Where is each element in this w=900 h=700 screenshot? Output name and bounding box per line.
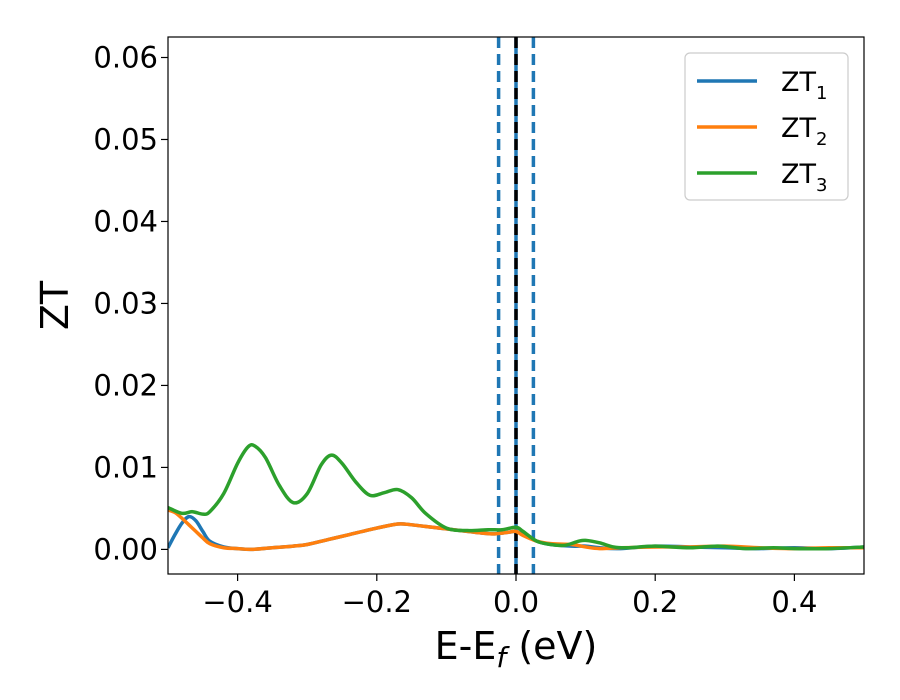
y-axis-ticks: 0.00 0.01 0.02 0.03 0.04 0.05 0.06 xyxy=(93,40,168,566)
x-tick-label: −0.2 xyxy=(342,585,412,619)
y-tick-label: 0.05 xyxy=(93,122,158,156)
legend: ZT1 ZT2 ZT3 xyxy=(684,52,849,201)
y-tick-label: 0.03 xyxy=(93,286,158,320)
series-lines xyxy=(168,443,864,552)
x-axis-label-main: E-E xyxy=(435,624,497,668)
x-tick-label: 0.2 xyxy=(632,585,678,619)
y-tick-label: 0.04 xyxy=(93,204,158,238)
y-axis-label: ZT xyxy=(33,280,77,330)
x-tick-label: −0.4 xyxy=(202,585,272,619)
x-axis-label: E-Ef (eV) xyxy=(435,624,598,674)
series-line-zt3 xyxy=(168,443,864,551)
legend-label-zt3: ZT3 xyxy=(781,159,827,196)
vertical-reference-lines xyxy=(496,37,536,574)
x-axis-ticks: −0.4 −0.2 0.0 0.2 0.4 xyxy=(202,574,817,619)
x-tick-label: 0.4 xyxy=(771,585,817,619)
legend-label-zt2: ZT2 xyxy=(781,113,827,150)
y-tick-label: 0.00 xyxy=(93,532,158,566)
y-tick-label: 0.01 xyxy=(93,450,158,484)
x-tick-label: 0.0 xyxy=(493,585,539,619)
x-axis-label-unit: (eV) xyxy=(506,624,597,668)
y-tick-label: 0.06 xyxy=(93,40,158,74)
legend-box xyxy=(684,52,849,201)
legend-label-zt1: ZT1 xyxy=(781,67,827,104)
y-tick-label: 0.02 xyxy=(93,368,158,402)
